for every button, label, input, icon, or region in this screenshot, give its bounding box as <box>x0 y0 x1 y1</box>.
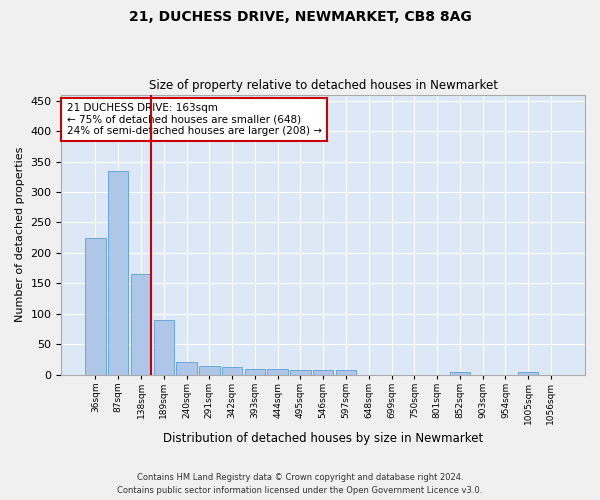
Bar <box>108 170 128 374</box>
Title: Size of property relative to detached houses in Newmarket: Size of property relative to detached ho… <box>149 79 498 92</box>
Bar <box>154 320 174 374</box>
Bar <box>245 368 265 374</box>
Text: Contains HM Land Registry data © Crown copyright and database right 2024.
Contai: Contains HM Land Registry data © Crown c… <box>118 473 482 495</box>
Bar <box>518 372 538 374</box>
Bar <box>268 368 288 374</box>
Bar <box>449 372 470 374</box>
Y-axis label: Number of detached properties: Number of detached properties <box>15 147 25 322</box>
Bar <box>199 366 220 374</box>
Text: 21, DUCHESS DRIVE, NEWMARKET, CB8 8AG: 21, DUCHESS DRIVE, NEWMARKET, CB8 8AG <box>128 10 472 24</box>
Bar <box>222 366 242 374</box>
Bar <box>290 370 311 374</box>
Bar <box>131 274 151 374</box>
Bar <box>336 370 356 374</box>
X-axis label: Distribution of detached houses by size in Newmarket: Distribution of detached houses by size … <box>163 432 484 445</box>
Bar <box>85 238 106 374</box>
Text: 21 DUCHESS DRIVE: 163sqm
← 75% of detached houses are smaller (648)
24% of semi-: 21 DUCHESS DRIVE: 163sqm ← 75% of detach… <box>67 103 322 136</box>
Bar <box>176 362 197 374</box>
Bar <box>313 370 334 374</box>
